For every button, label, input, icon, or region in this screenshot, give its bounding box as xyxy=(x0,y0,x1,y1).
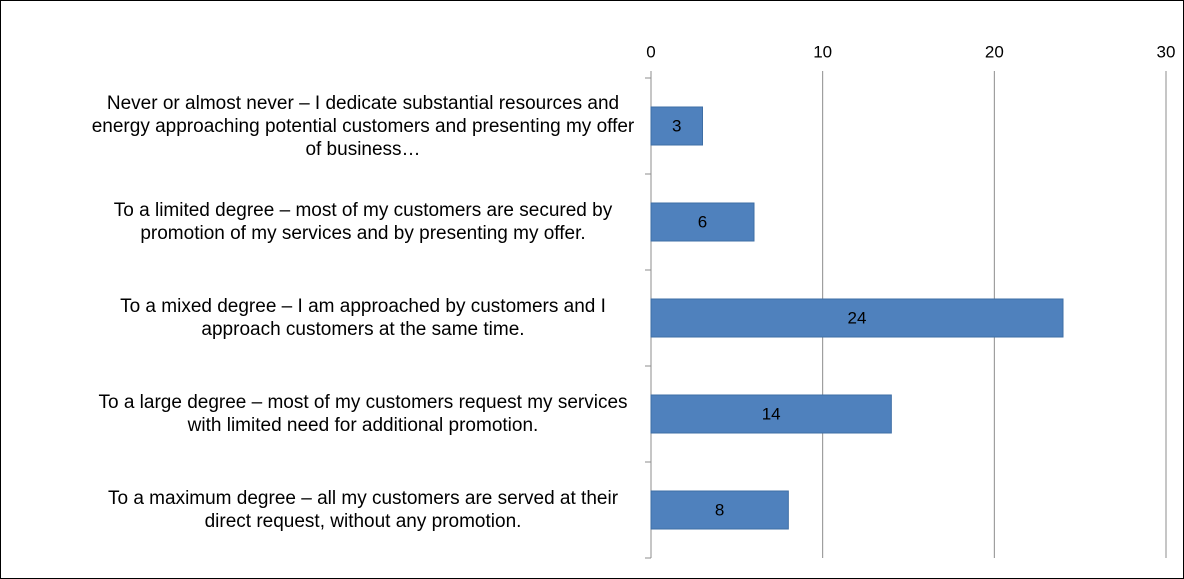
x-tick-label: 30 xyxy=(1157,42,1176,61)
category-text: Never or almost never – I dedicate subst… xyxy=(91,92,635,160)
data-label: 14 xyxy=(762,404,781,423)
bar xyxy=(650,490,789,530)
bar xyxy=(650,106,703,146)
y-tick-label: To a limited degree – most of my custome… xyxy=(83,174,643,270)
data-label: 3 xyxy=(672,116,681,135)
category-text: To a large degree – most of my customers… xyxy=(98,392,628,436)
bar xyxy=(650,394,892,434)
category-text: To a maximum degree – all my customers a… xyxy=(107,488,619,532)
category-text: To a mixed degree – I am approached by c… xyxy=(120,296,606,340)
y-tick-label: Never or almost never – I dedicate subst… xyxy=(83,78,643,174)
y-tick-label: To a mixed degree – I am approached by c… xyxy=(83,270,643,366)
bar xyxy=(650,202,755,242)
x-tick-label: 10 xyxy=(813,42,832,61)
y-tick-label: To a large degree – most of my customers… xyxy=(83,366,643,462)
data-label: 8 xyxy=(715,500,724,519)
data-label: 24 xyxy=(848,308,867,327)
data-label: 6 xyxy=(698,212,707,231)
x-tick-label: 20 xyxy=(985,42,1004,61)
y-tick-label: To a maximum degree – all my customers a… xyxy=(83,462,643,558)
category-text: To a limited degree – most of my custome… xyxy=(113,200,613,244)
bar xyxy=(650,298,1064,338)
x-tick-label: 0 xyxy=(646,42,655,61)
